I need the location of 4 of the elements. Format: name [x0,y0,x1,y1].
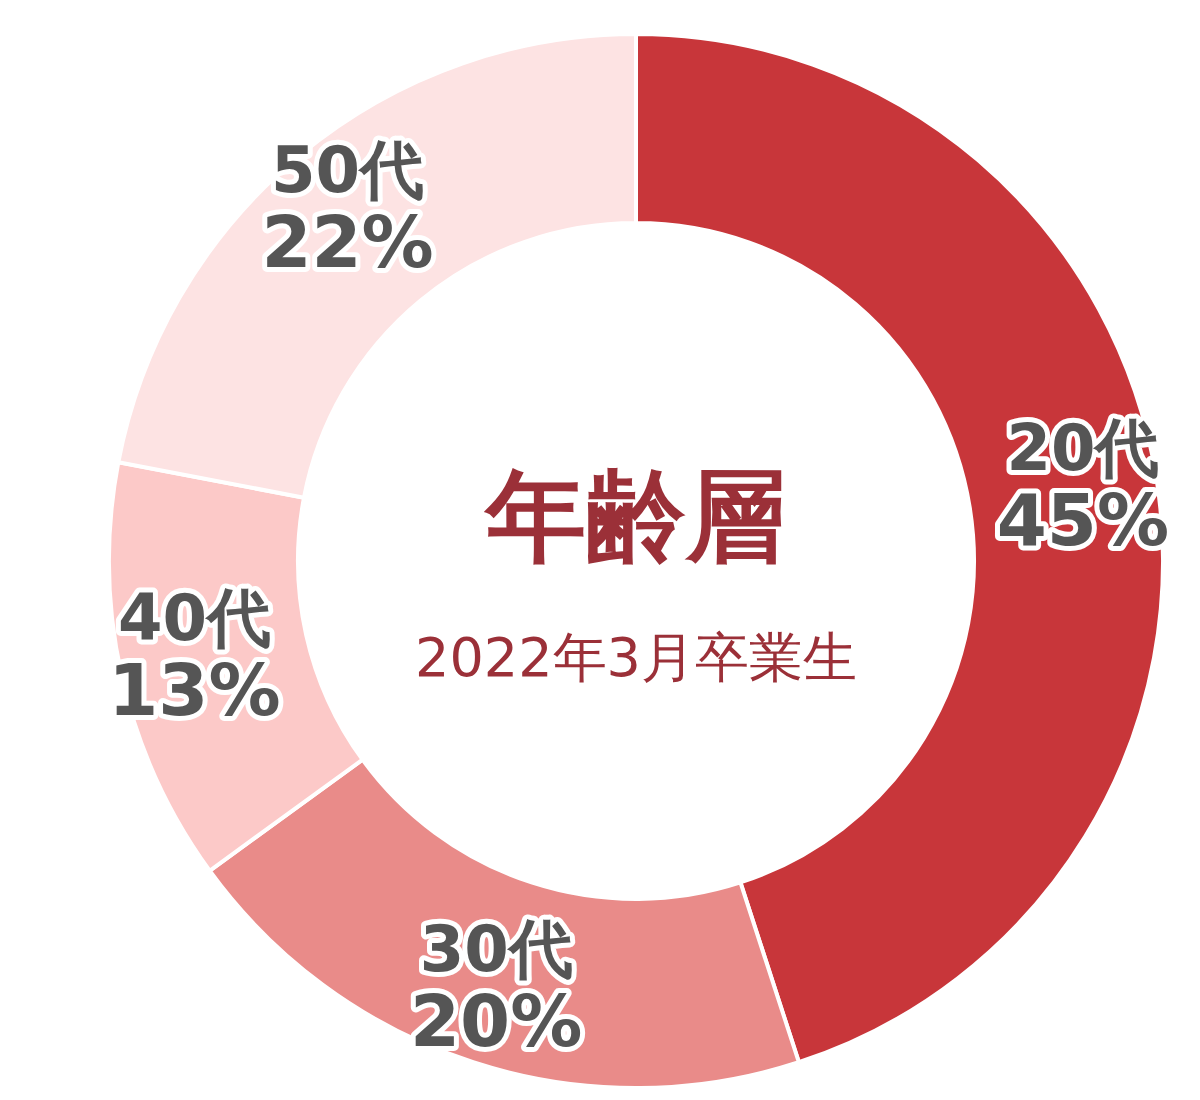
slice-label: 30代 [419,912,573,987]
text: 2022年3月卒業生 [415,626,857,689]
slice-label: 50代 [271,133,425,208]
text: 年齢層 [483,458,786,575]
